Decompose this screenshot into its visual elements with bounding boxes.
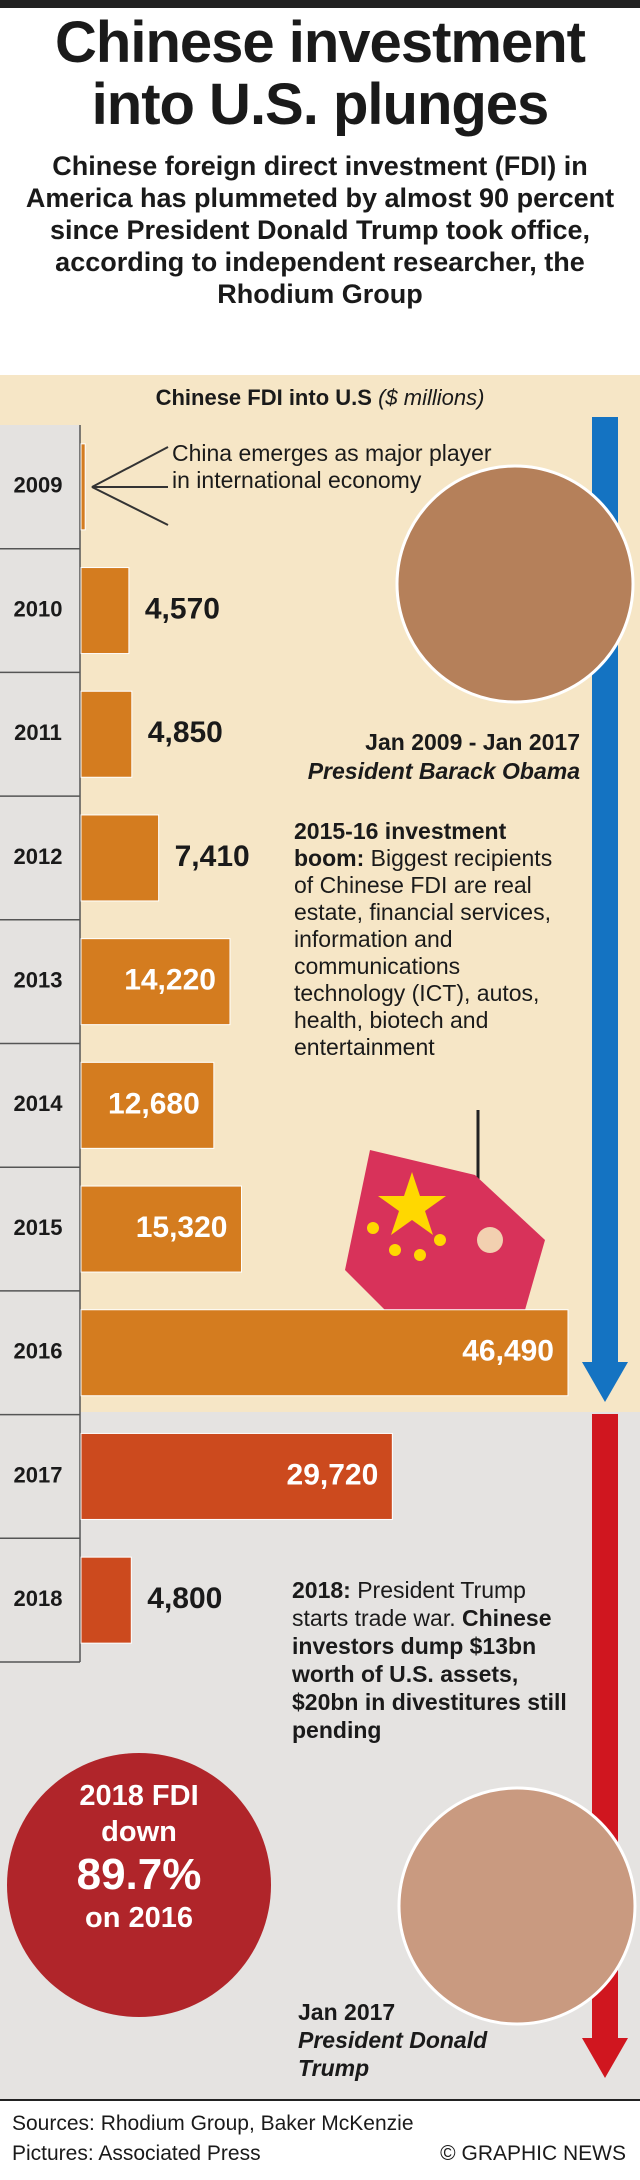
bar xyxy=(80,443,86,531)
credit: © GRAPHIC NEWS xyxy=(440,2142,626,2165)
caption-name: President Barack Obama xyxy=(307,758,580,784)
tag-star-small xyxy=(367,1222,379,1234)
value-label: 15,320 xyxy=(136,1211,228,1244)
tag-star-small xyxy=(414,1249,426,1261)
obama-photo xyxy=(395,464,635,704)
y-tick-label: 2015 xyxy=(14,1215,63,1240)
y-tick-label: 2014 xyxy=(14,1091,64,1116)
y-tick-label: 2016 xyxy=(14,1339,63,1364)
tag-star-small xyxy=(434,1234,446,1246)
title: Chinese investment into U.S. plunges xyxy=(55,10,586,137)
badge-line: down xyxy=(101,1816,177,1848)
bar xyxy=(80,1556,132,1644)
value-label: 29,720 xyxy=(287,1458,379,1491)
value-label: 4,850 xyxy=(148,716,223,749)
annotation-lead: 2018: xyxy=(292,1577,351,1603)
annotation-bold: Chinese investors dump $13bn worth of U.… xyxy=(292,1605,567,1743)
bar xyxy=(80,938,231,1026)
annotation: 2015-16 investment boom: Biggest recipie… xyxy=(294,818,562,1061)
y-tick-label: 2013 xyxy=(14,967,63,992)
bar xyxy=(80,567,130,655)
bar xyxy=(80,814,160,902)
value-label: 46,490 xyxy=(462,1335,554,1368)
top-rule xyxy=(0,0,640,8)
y-tick-label: 2009 xyxy=(14,473,63,498)
bar xyxy=(80,1185,242,1273)
trump-photo xyxy=(397,1786,637,2026)
bar xyxy=(80,1061,215,1149)
y-tick-label: 2010 xyxy=(14,596,63,621)
annotation-connector xyxy=(91,446,169,526)
badge-line: 2018 FDI xyxy=(79,1780,199,1812)
badge-circle xyxy=(7,1753,271,2017)
value-label: 4,800 xyxy=(147,1582,222,1615)
caption-dates: Jan 2009 - Jan 2017 xyxy=(365,729,580,755)
y-tick-label: 2012 xyxy=(14,844,63,869)
subtitle: Chinese foreign direct investment (FDI) … xyxy=(25,151,615,309)
bar xyxy=(80,1432,393,1520)
badge: 2018 FDI down 89.7% on 2016 xyxy=(7,1778,271,1936)
obama-arrow-head xyxy=(582,1362,628,1402)
tag-hole xyxy=(477,1227,503,1253)
chart-title: Chinese FDI into U.S ($ millions) xyxy=(0,385,640,411)
caption-name: President Donald Trump xyxy=(298,2027,488,2081)
pictures: Pictures: Associated Press xyxy=(12,2142,261,2165)
tag-star xyxy=(378,1172,446,1235)
value-label: 14,220 xyxy=(124,964,216,997)
annotation: 2018: President Trump starts trade war. … xyxy=(292,1576,582,1744)
trump-arrow-head xyxy=(582,2038,628,2078)
y-tick-label: 2017 xyxy=(14,1462,63,1487)
obama-caption: Jan 2009 - Jan 2017 President Barack Obam… xyxy=(250,728,580,786)
value-label: 4,570 xyxy=(145,592,220,625)
value-label: 12,680 xyxy=(108,1087,200,1120)
value-label: 7,410 xyxy=(175,840,250,873)
badge-line: on 2016 xyxy=(85,1902,193,1934)
badge-figure: 89.7% xyxy=(76,1850,202,1899)
bar xyxy=(80,1309,569,1397)
sources: Sources: Rhodium Group, Baker McKenzie xyxy=(12,2112,414,2135)
chart-unit: ($ millions) xyxy=(378,385,485,410)
caption-dates: Jan 2017 xyxy=(298,1999,396,2025)
bar xyxy=(80,690,133,778)
annotation-lead: 2015-16 investment boom: xyxy=(294,818,507,871)
y-tick-label: 2011 xyxy=(14,720,62,745)
chart-title-text: Chinese FDI into U.S xyxy=(155,385,372,410)
y-tick-label: 2018 xyxy=(14,1586,63,1611)
trump-caption: Jan 2017 President Donald Trump xyxy=(298,1998,498,2082)
annotation-text: Biggest recipients of Chinese FDI are re… xyxy=(294,845,553,1060)
annotation-text: President Trump starts trade war. xyxy=(292,1577,526,1631)
tag-star-small xyxy=(389,1244,401,1256)
annotation: China emerges as major player in interna… xyxy=(172,440,492,493)
